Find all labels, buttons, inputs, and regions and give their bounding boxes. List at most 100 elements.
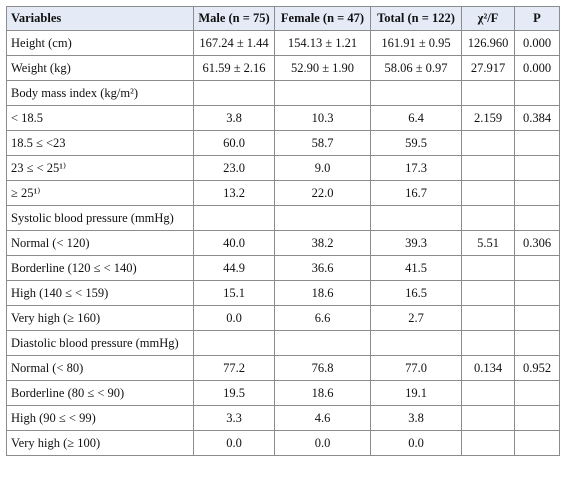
male-cell: 19.5 [193,380,275,406]
total-cell: 6.4 [370,105,462,131]
table-row: Weight (kg) 61.59 ± 2.16 52.90 ± 1.90 58.06… [6,55,560,81]
variable-cell: 18.5 ≤ <23 [6,130,194,156]
total-cell: 3.8 [370,405,462,431]
table-row: Very high (≥ 160) 0.0 6.6 2.7 [6,305,560,331]
female-cell: 18.6 [274,380,371,406]
female-cell: 52.90 ± 1.90 [274,55,371,81]
female-cell: 6.6 [274,305,371,331]
chi-square-cell: 126.960 [461,30,515,56]
table-body: Height (cm) 167.24 ± 1.44 154.13 ± 1.21 161… [6,30,560,456]
female-cell: 38.2 [274,230,371,256]
total-cell [370,205,462,231]
variable-cell: Height (cm) [6,30,194,56]
male-cell: 3.8 [193,105,275,131]
male-cell: 13.2 [193,180,275,206]
female-cell [274,80,371,106]
table-row: Body mass index (kg/m²) [6,80,560,106]
chi-square-cell: 5.51 [461,230,515,256]
header-p-value: P [514,6,560,31]
variable-cell: Borderline (80 ≤ < 90) [6,380,194,406]
header-male: Male (n = 75) [193,6,275,31]
male-cell: 44.9 [193,255,275,281]
table-row: Borderline (80 ≤ < 90) 19.5 18.6 19.1 [6,380,560,406]
total-cell: 41.5 [370,255,462,281]
header-chi-square-f: χ²/F [461,6,515,31]
p-value-cell [514,155,560,181]
chi-square-cell [461,405,515,431]
total-cell: 19.1 [370,380,462,406]
table-header: Variables Male (n = 75) Female (n = 47) … [6,6,560,31]
p-value-cell [514,405,560,431]
table-row: Normal (< 80) 77.2 76.8 77.0 0.134 0.952 [6,355,560,381]
chi-square-cell [461,380,515,406]
female-cell: 10.3 [274,105,371,131]
total-cell: 58.06 ± 0.97 [370,55,462,81]
table-row: Borderline (120 ≤ < 140) 44.9 36.6 41.5 [6,255,560,281]
variable-cell: Borderline (120 ≤ < 140) [6,255,194,281]
p-value-cell: 0.306 [514,230,560,256]
female-cell: 0.0 [274,430,371,456]
table-row: Systolic blood pressure (mmHg) [6,205,560,231]
male-cell: 40.0 [193,230,275,256]
female-cell: 36.6 [274,255,371,281]
variable-cell: Very high (≥ 100) [6,430,194,456]
p-value-cell [514,280,560,306]
chi-square-cell [461,180,515,206]
table-row: Normal (< 120) 40.0 38.2 39.3 5.51 0.306 [6,230,560,256]
male-cell: 167.24 ± 1.44 [193,30,275,56]
table-row: < 18.5 3.8 10.3 6.4 2.159 0.384 [6,105,560,131]
female-cell: 9.0 [274,155,371,181]
statistics-table: Variables Male (n = 75) Female (n = 47) … [6,6,560,456]
chi-square-cell [461,305,515,331]
p-value-cell: 0.000 [514,30,560,56]
male-cell: 3.3 [193,405,275,431]
variable-cell: Normal (< 80) [6,355,194,381]
header-total: Total (n = 122) [370,6,462,31]
variable-cell: Normal (< 120) [6,230,194,256]
p-value-cell [514,330,560,356]
chi-square-cell [461,80,515,106]
female-cell [274,205,371,231]
p-value-cell [514,180,560,206]
total-cell [370,330,462,356]
male-cell: 61.59 ± 2.16 [193,55,275,81]
total-cell: 16.5 [370,280,462,306]
p-value-cell [514,430,560,456]
total-cell: 16.7 [370,180,462,206]
p-value-cell: 0.000 [514,55,560,81]
chi-square-cell [461,280,515,306]
male-cell: 60.0 [193,130,275,156]
female-cell: 22.0 [274,180,371,206]
chi-square-cell: 0.134 [461,355,515,381]
p-value-cell [514,255,560,281]
variable-cell: Systolic blood pressure (mmHg) [6,205,194,231]
header-row: Variables Male (n = 75) Female (n = 47) … [6,6,560,31]
male-cell: 15.1 [193,280,275,306]
chi-square-cell: 27.917 [461,55,515,81]
variable-cell: < 18.5 [6,105,194,131]
total-cell: 77.0 [370,355,462,381]
chi-square-cell [461,205,515,231]
total-cell: 0.0 [370,430,462,456]
p-value-cell [514,380,560,406]
table-row: Very high (≥ 100) 0.0 0.0 0.0 [6,430,560,456]
chi-square-cell [461,430,515,456]
chi-square-cell [461,155,515,181]
female-cell: 4.6 [274,405,371,431]
total-cell: 17.3 [370,155,462,181]
male-cell [193,80,275,106]
variable-cell: Diastolic blood pressure (mmHg) [6,330,194,356]
variable-cell: 23 ≤ < 25¹⁾ [6,155,194,181]
female-cell: 58.7 [274,130,371,156]
p-value-cell [514,130,560,156]
table-row: High (90 ≤ < 99) 3.3 4.6 3.8 [6,405,560,431]
p-value-cell: 0.384 [514,105,560,131]
table-row: ≥ 25¹⁾ 13.2 22.0 16.7 [6,180,560,206]
male-cell: 0.0 [193,305,275,331]
male-cell [193,330,275,356]
male-cell [193,205,275,231]
total-cell [370,80,462,106]
table-row: Diastolic blood pressure (mmHg) [6,330,560,356]
header-variables: Variables [6,6,194,31]
table-row: 23 ≤ < 25¹⁾ 23.0 9.0 17.3 [6,155,560,181]
